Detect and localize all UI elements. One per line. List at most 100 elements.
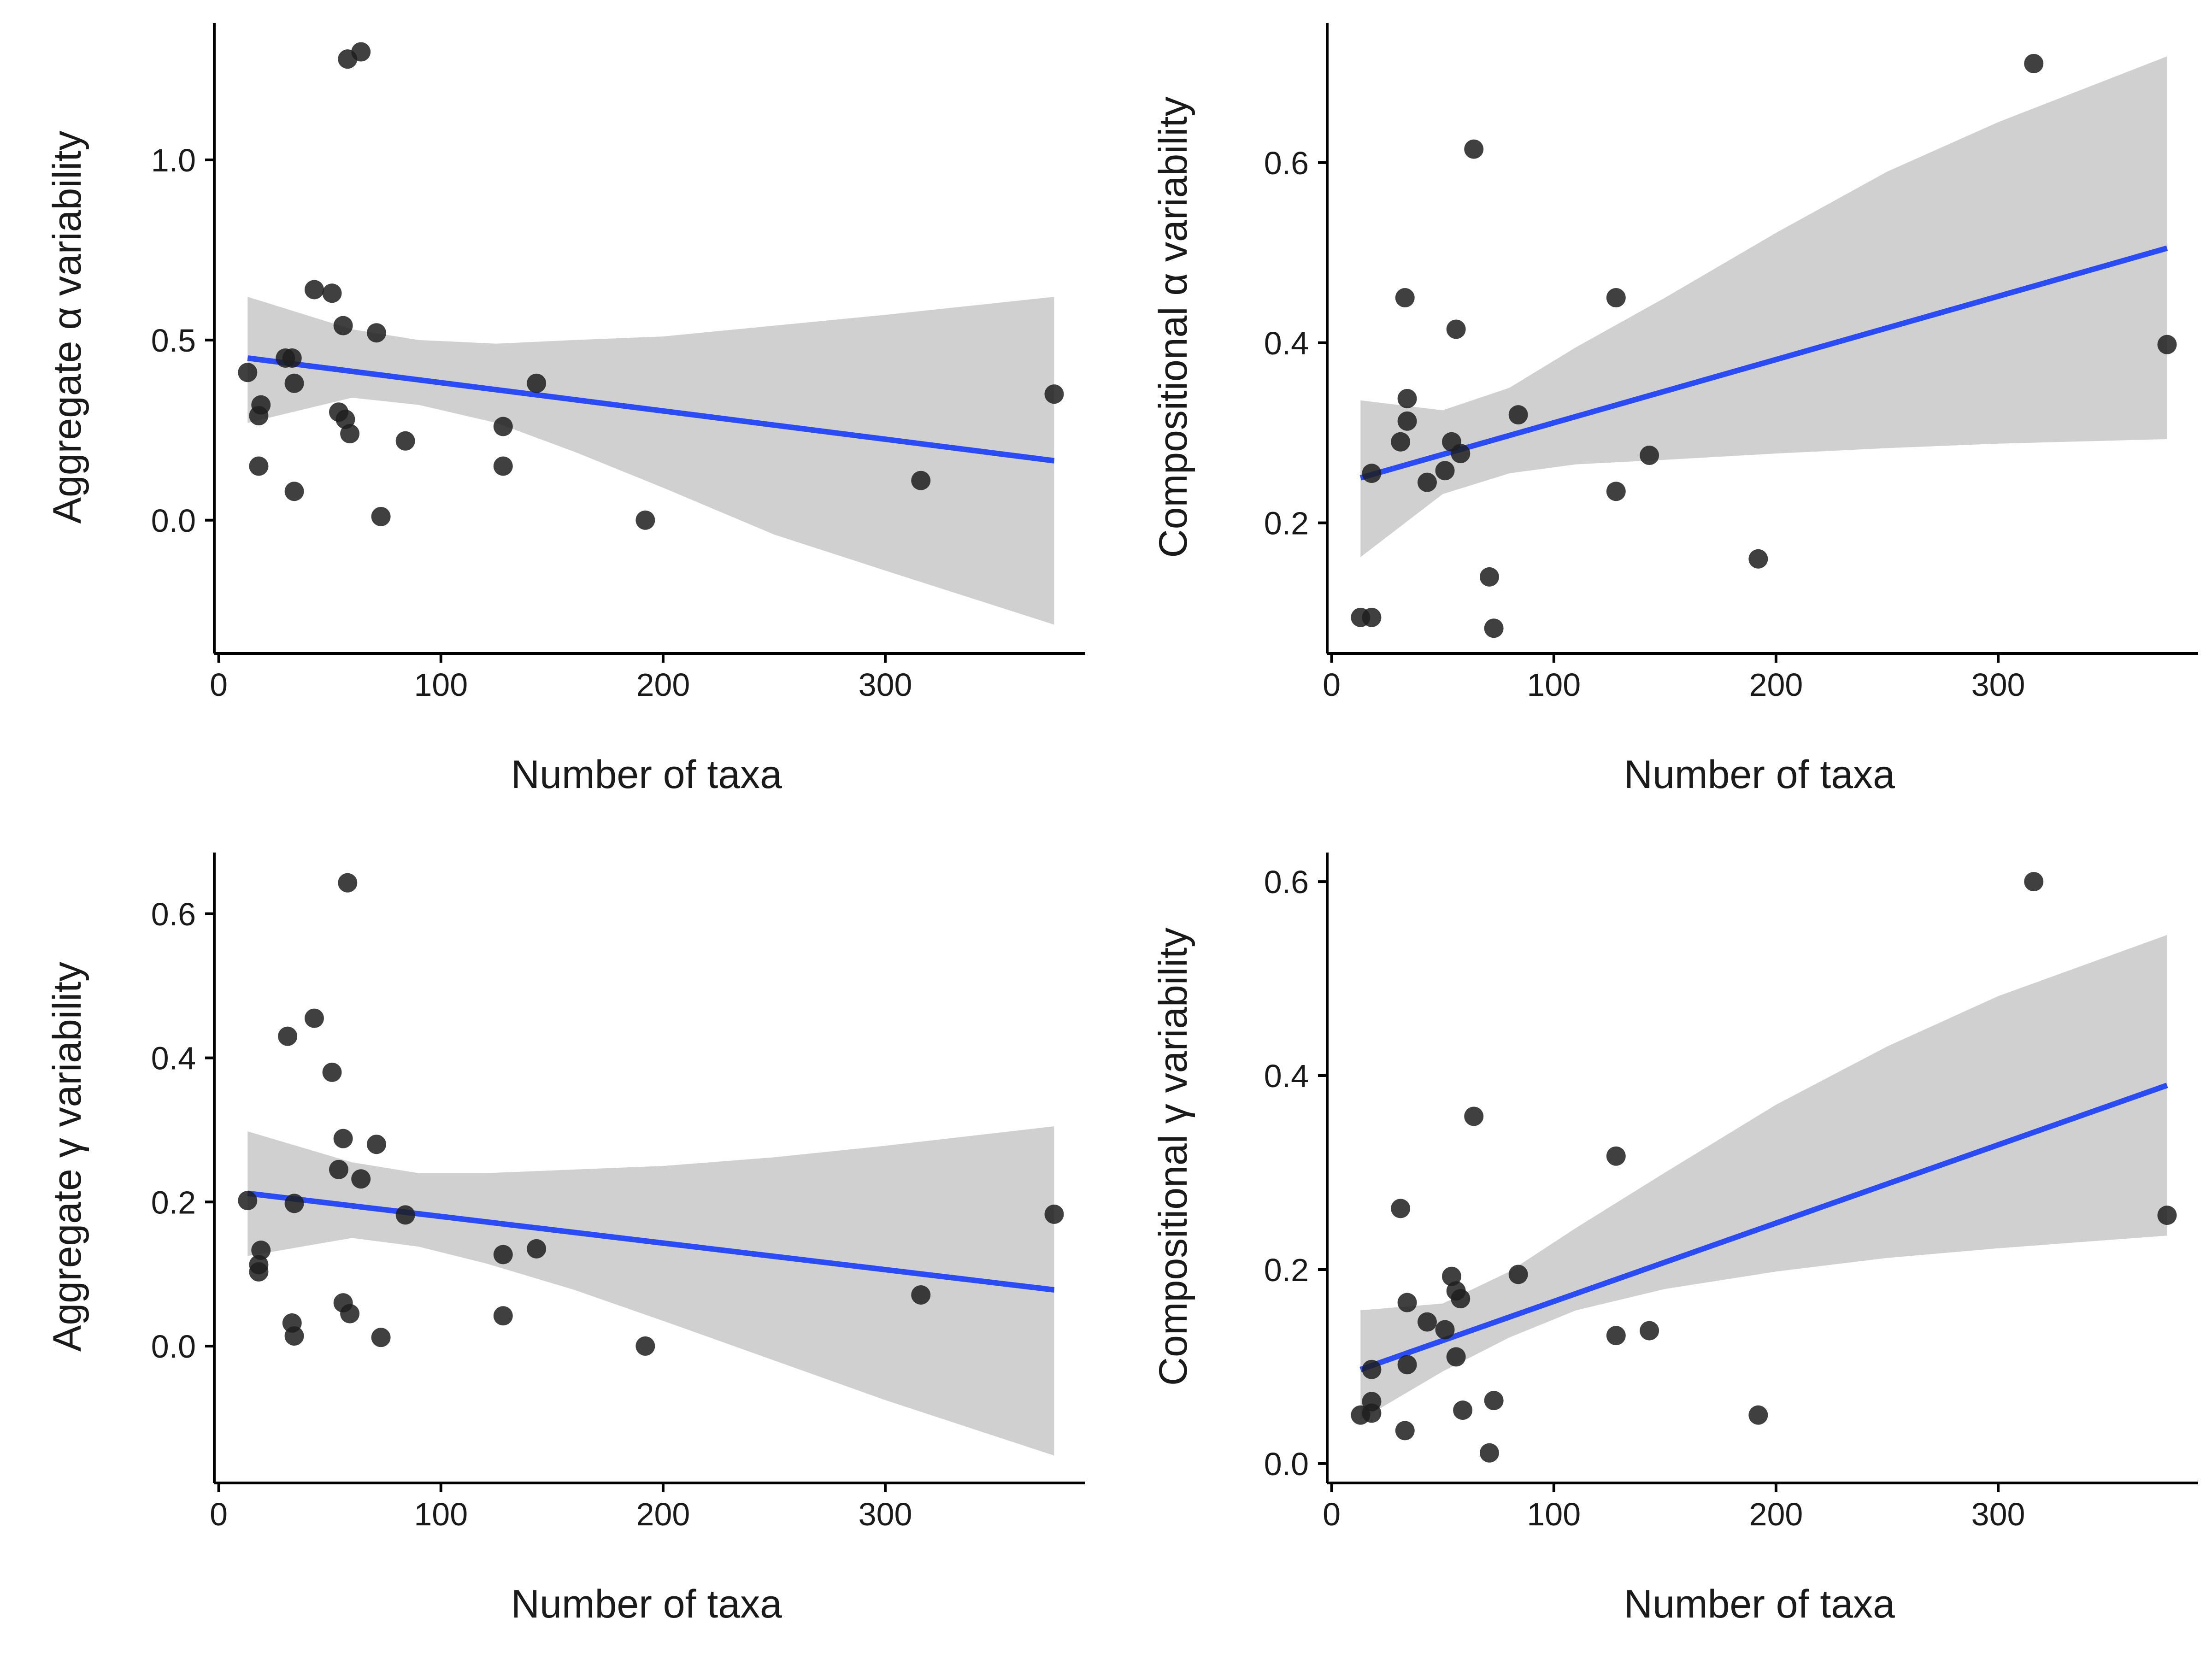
chart-compositional-alpha: 0 100 200 300 0.2 0.4 0.6 Number of taxa Compo… — [1151, 23, 2198, 797]
x-axis-title: Number of taxa — [1624, 753, 1895, 797]
chart-compositional-gamma: 0 100 200 300 0.0 0.2 0.4 0.6 Number of taxa Co… — [1151, 853, 2198, 1626]
y-tick-label: 0.4 — [1264, 1058, 1309, 1094]
data-point — [1395, 288, 1415, 308]
data-point — [1479, 1443, 1499, 1463]
axes-layer: 0 100 200 300 0.2 0.4 0.6 — [1264, 23, 2198, 703]
data-point — [1606, 482, 1626, 501]
x-tick-label: 200 — [1749, 667, 1803, 703]
x-tick-label: 100 — [414, 1496, 468, 1532]
data-point — [1464, 1106, 1484, 1126]
data-point — [1484, 618, 1504, 638]
data-point — [1362, 1359, 1382, 1379]
data-point — [1451, 444, 1471, 464]
data-point — [1397, 411, 1417, 431]
data-point — [527, 373, 547, 393]
data-point — [322, 1062, 342, 1082]
y-axis-title: Compositional γ variability — [1151, 928, 1195, 1386]
x-tick-label: 300 — [859, 1496, 912, 1532]
data-point — [366, 1135, 386, 1154]
data-point — [249, 1262, 269, 1282]
data-point — [1391, 1199, 1411, 1218]
data-point — [1606, 288, 1626, 308]
x-tick-label: 300 — [859, 667, 912, 703]
data-point — [911, 1285, 931, 1305]
data-point — [340, 1304, 360, 1324]
data-point — [249, 456, 269, 476]
axes-layer: 0 100 200 300 0.0 0.2 0.4 0.6 — [151, 853, 1085, 1532]
y-tick-label: 0.4 — [151, 1041, 196, 1077]
x-tick-label: 0 — [210, 1496, 228, 1532]
confidence-band-layer — [247, 297, 1054, 625]
data-point — [1446, 319, 1466, 339]
data-point — [1362, 607, 1382, 627]
confidence-band-layer — [1360, 935, 2167, 1420]
data-point — [1606, 1326, 1626, 1346]
data-point — [635, 510, 655, 530]
data-point — [351, 42, 371, 62]
data-point — [911, 471, 931, 490]
data-point — [1391, 432, 1411, 452]
data-point — [1397, 1355, 1417, 1375]
y-tick-label: 0.6 — [151, 896, 196, 932]
data-point — [282, 348, 302, 368]
data-point — [1484, 1391, 1504, 1411]
data-point — [493, 1245, 513, 1265]
y-tick-label: 0.6 — [1264, 145, 1309, 181]
regression-line — [247, 1190, 1055, 1293]
confidence-band-layer — [247, 1126, 1054, 1456]
x-tick-label: 0 — [210, 667, 228, 703]
data-point — [333, 1129, 353, 1148]
data-point — [1351, 1405, 1371, 1425]
data-point — [1508, 405, 1528, 425]
data-point — [2024, 872, 2044, 892]
data-point — [1435, 461, 1455, 481]
data-point — [1748, 549, 1768, 569]
x-axis-title: Number of taxa — [1624, 1582, 1895, 1626]
data-point — [284, 482, 304, 501]
data-point — [1397, 388, 1417, 408]
data-point — [371, 1328, 391, 1347]
panel-aggregate-alpha: 0 100 200 300 0.0 0.5 1.0 Number of taxa Aggre… — [0, 0, 1106, 830]
points-layer — [1351, 872, 2177, 1463]
data-point — [249, 406, 269, 426]
y-axis-title: Aggregate α variability — [45, 131, 89, 524]
data-point — [371, 506, 391, 526]
data-point — [493, 456, 513, 476]
data-point — [1435, 1320, 1455, 1340]
data-point — [1640, 446, 1659, 465]
data-point — [635, 1336, 655, 1356]
panel-compositional-gamma: 0 100 200 300 0.0 0.2 0.4 0.6 Number of taxa Co… — [1106, 830, 2212, 1659]
data-point — [2024, 53, 2044, 73]
data-point — [1395, 1421, 1415, 1441]
data-point — [340, 424, 360, 444]
data-point — [493, 417, 513, 436]
y-tick-label: 0.4 — [1264, 325, 1309, 361]
x-axis-title: Number of taxa — [511, 753, 782, 797]
points-layer — [1351, 53, 2177, 638]
x-tick-label: 100 — [1527, 1496, 1581, 1532]
x-tick-label: 300 — [1971, 1496, 2025, 1532]
data-point — [1044, 1204, 1064, 1224]
panel-compositional-alpha: 0 100 200 300 0.2 0.4 0.6 Number of taxa Compo… — [1106, 0, 2212, 830]
data-point — [1453, 1400, 1473, 1420]
y-tick-label: 0.2 — [151, 1184, 196, 1220]
x-tick-label: 200 — [636, 1496, 690, 1532]
chart-aggregate-gamma: 0 100 200 300 0.0 0.2 0.4 0.6 Number of taxa Ag… — [45, 853, 1085, 1626]
x-tick-label: 300 — [1971, 667, 2025, 703]
y-tick-label: 0.0 — [151, 1329, 196, 1365]
data-point — [278, 1026, 298, 1046]
fit-line-layer — [247, 1190, 1055, 1293]
data-point — [284, 1326, 304, 1346]
data-point — [2157, 335, 2177, 354]
data-point — [1464, 139, 1484, 159]
fit-line-layer — [1359, 1082, 2168, 1372]
data-point — [493, 1306, 513, 1326]
x-tick-label: 0 — [1323, 667, 1341, 703]
y-tick-label: 1.0 — [151, 142, 196, 178]
confidence-band — [247, 297, 1054, 625]
points-layer — [238, 873, 1064, 1356]
data-point — [304, 1008, 324, 1028]
confidence-band — [1360, 56, 2167, 557]
points-layer — [238, 42, 1064, 530]
data-point — [2157, 1206, 2177, 1225]
